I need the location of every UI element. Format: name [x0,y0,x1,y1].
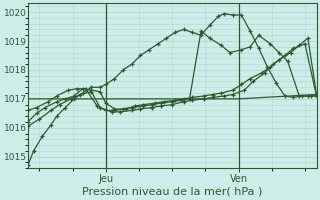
X-axis label: Pression niveau de la mer( hPa ): Pression niveau de la mer( hPa ) [82,187,262,197]
